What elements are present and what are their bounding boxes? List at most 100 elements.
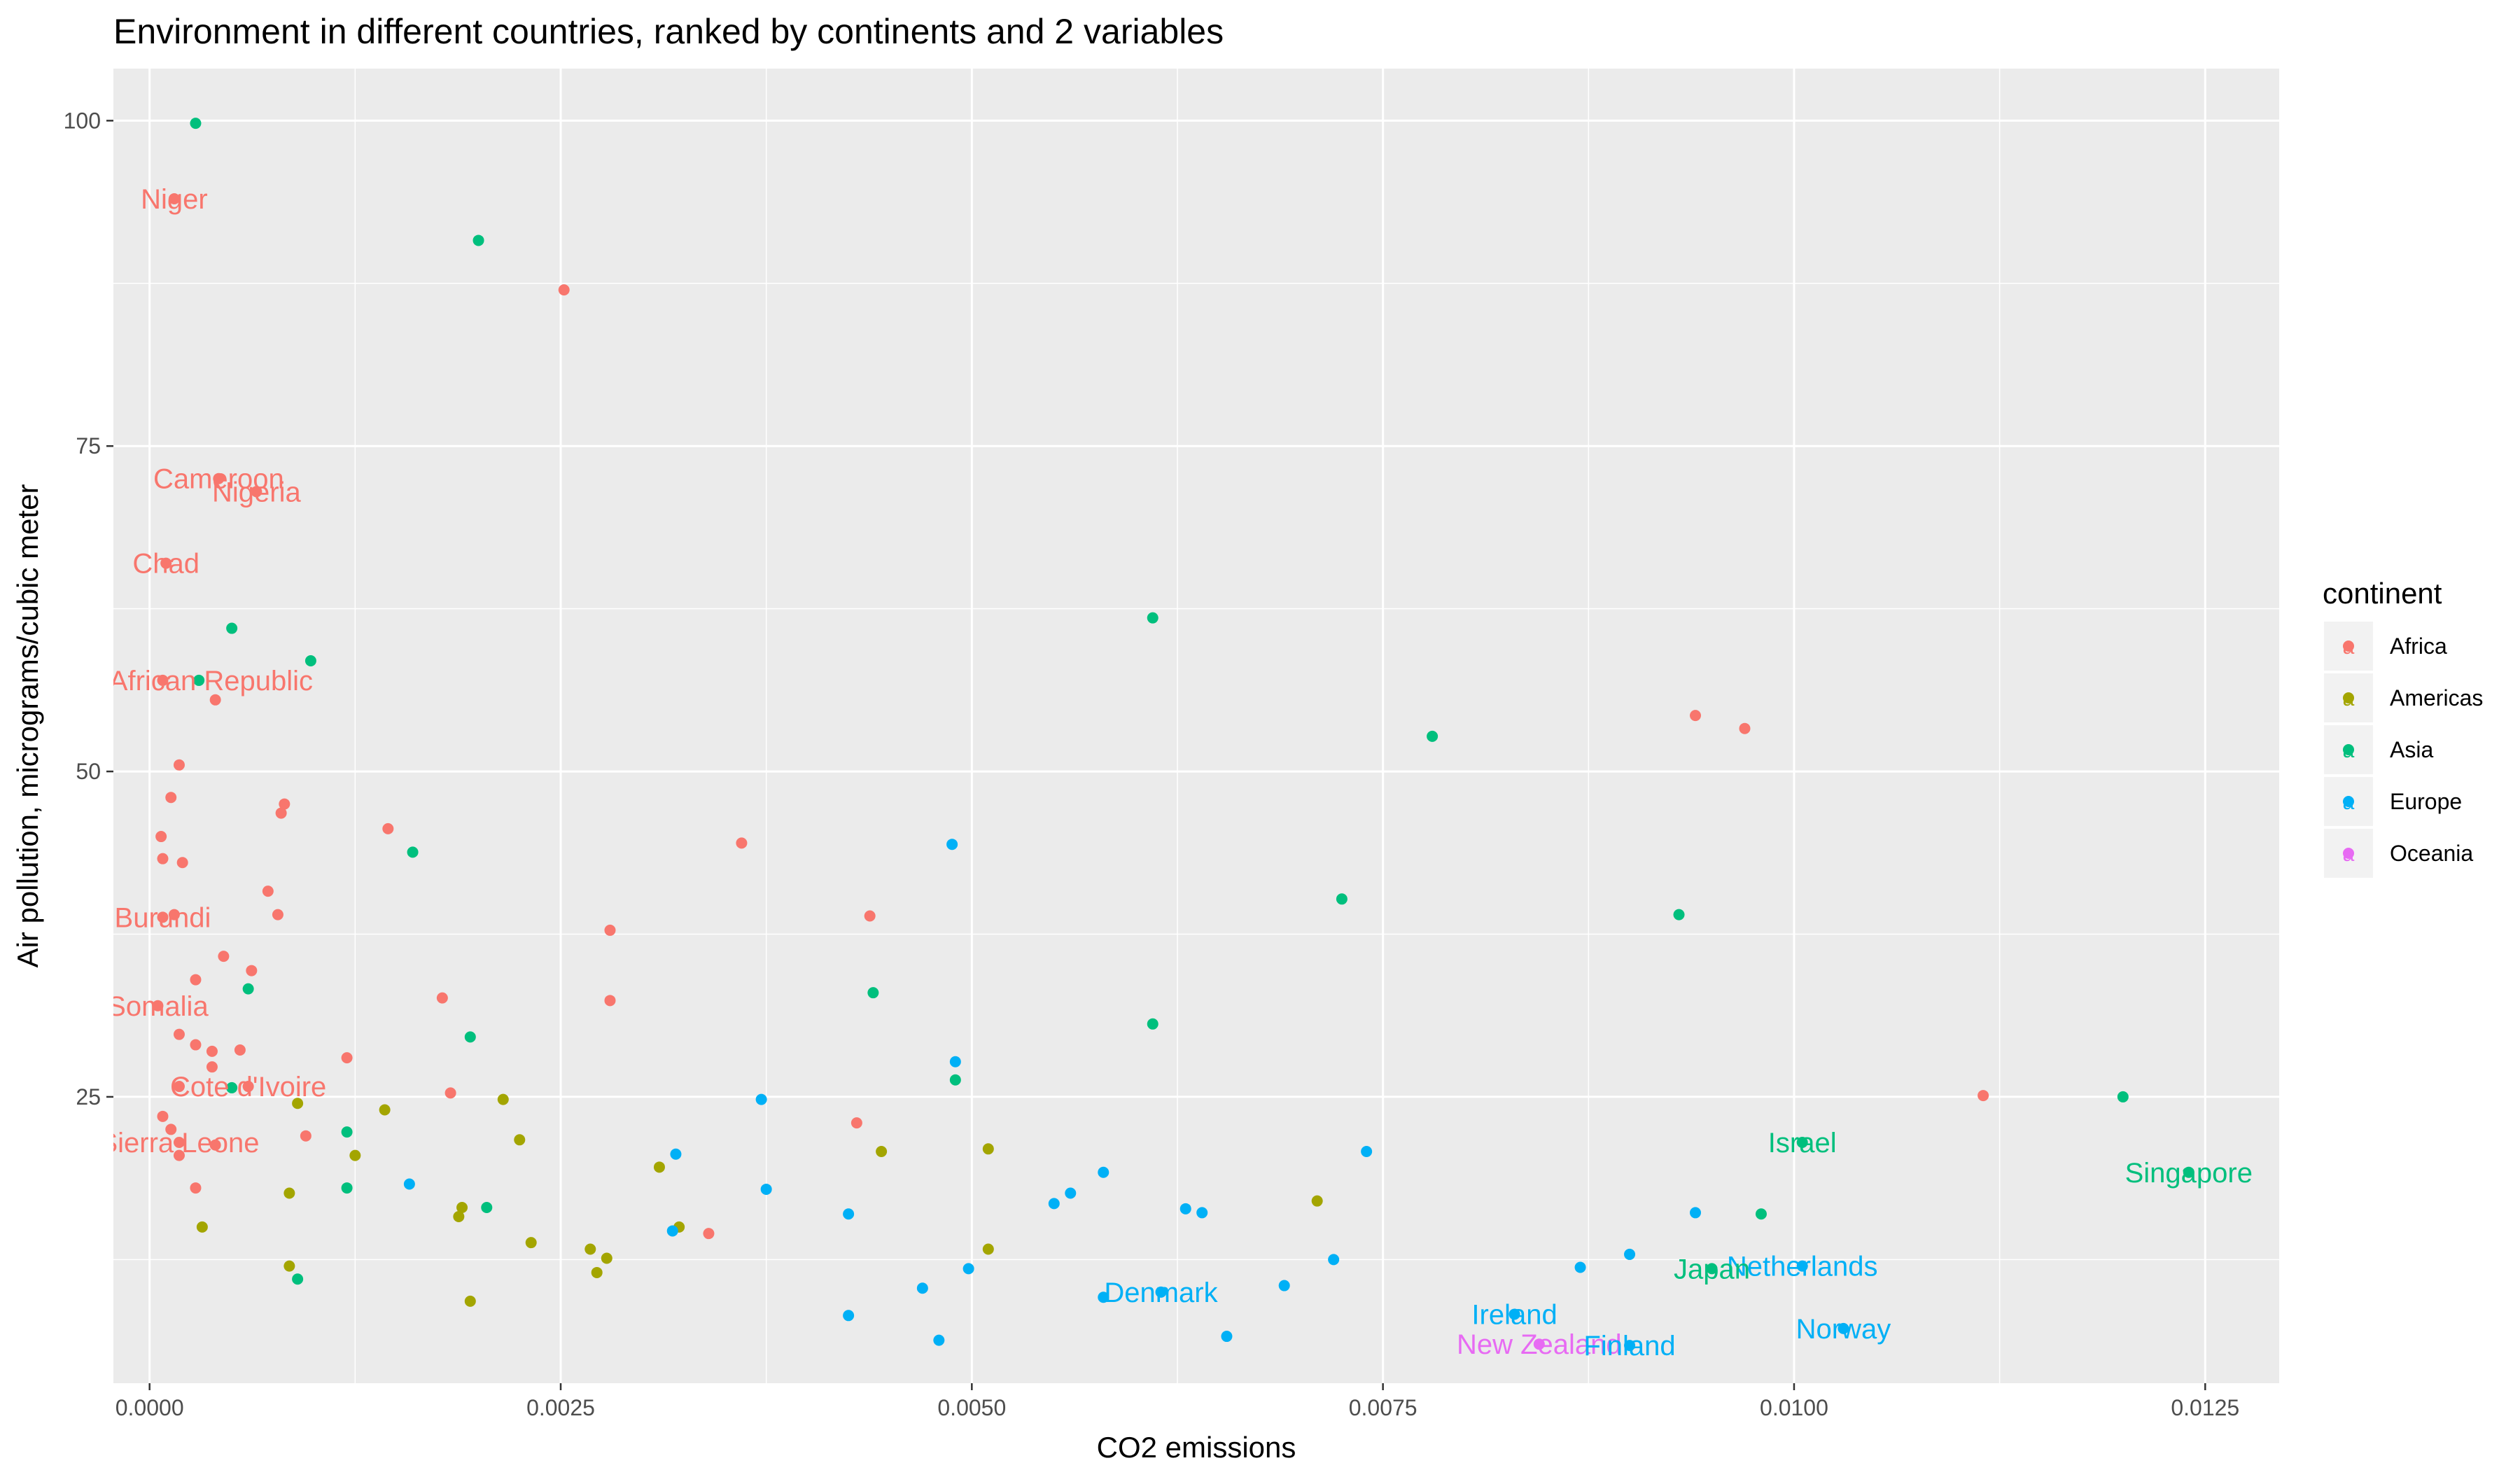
y-tick-label: 100 [64,108,101,133]
data-point-asia [1147,612,1158,624]
legend-key-letter: a [2343,687,2355,710]
legend-key-letter: a [2343,843,2355,866]
legend-title: continent [2323,577,2442,610]
point-label: Cameroon [153,464,284,495]
data-point-europe [1328,1254,1340,1266]
data-point-africa [262,886,274,897]
data-point-africa [155,831,167,843]
data-point-europe [1221,1331,1233,1343]
data-point-africa [168,909,180,920]
data-point-africa [234,1044,246,1056]
data-point-africa [213,472,225,484]
legend-label: Americas [2390,685,2483,710]
data-point-africa [176,857,188,869]
data-point-asia [949,1074,961,1086]
data-point-africa [736,837,748,849]
data-point-americas [453,1210,465,1222]
data-point-africa [604,995,616,1007]
data-point-asia [481,1201,493,1213]
data-point-africa [152,1000,164,1011]
data-point-africa [173,1081,185,1093]
data-point-europe [916,1282,928,1294]
data-point-europe [1155,1286,1167,1298]
data-point-africa [850,1117,862,1129]
data-point-africa [206,1061,218,1073]
data-point-americas [584,1243,596,1255]
data-point-americas [1311,1195,1323,1207]
data-points [152,118,2194,1352]
data-point-americas [196,1221,208,1233]
legend-key-letter: a [2343,636,2355,659]
legend-key-point [2343,640,2354,652]
data-point-asia [472,234,484,246]
data-point-europe [1624,1248,1636,1260]
data-point-africa [173,1149,185,1161]
data-point-europe [1574,1261,1586,1273]
point-label: Netherlands [1727,1252,1878,1282]
point-label: Denmark [1104,1278,1218,1308]
data-point-asia [341,1126,353,1138]
data-point-asia [341,1182,353,1194]
data-point-europe [1837,1322,1849,1334]
data-point-africa [1739,722,1751,734]
data-point-africa [218,951,230,962]
data-point-europe [946,839,958,850]
x-tick-label: 0.0100 [1760,1395,1828,1420]
x-tick-label: 0.0075 [1349,1395,1418,1420]
point-label: Central African Republic [13,666,313,696]
legend-key-letter: a [2343,739,2355,762]
x-axis-title: CO2 emissions [1097,1431,1296,1464]
data-point-americas [601,1252,612,1264]
legend: continent a Africa a Americas a Asia a Europe a O… [2323,577,2483,878]
data-point-africa [341,1052,353,1064]
data-point-africa [209,1139,221,1151]
data-point-asia [464,1031,476,1043]
data-point-africa [157,911,169,923]
data-point-europe [1624,1340,1636,1352]
data-point-europe [1278,1280,1290,1292]
data-point-europe [962,1263,974,1275]
data-point-africa [242,1081,254,1093]
data-point-americas [591,1266,603,1278]
data-point-africa [165,1124,177,1135]
data-point-europe [933,1334,945,1346]
data-point-africa [703,1228,715,1240]
data-point-americas [982,1143,994,1155]
data-point-americas [876,1146,888,1158]
data-point-asia [226,622,238,634]
point-label: Israel [1768,1128,1837,1158]
data-point-europe [670,1148,682,1160]
point-label: Japan [1674,1254,1750,1284]
data-point-europe [843,1208,855,1220]
data-point-africa [382,822,394,834]
data-point-africa [436,992,448,1004]
point-label: Norway [1796,1314,1891,1345]
point-label: Nigeria [212,477,301,507]
data-point-africa [157,1110,169,1122]
point-label: Cote d'Ivoire [170,1072,326,1102]
data-point-asia [190,118,202,130]
legend-label: Africa [2390,634,2447,659]
data-point-asia [292,1273,304,1285]
data-point-europe [1048,1198,1060,1210]
data-point-asia [1755,1208,1767,1220]
data-point-africa [558,284,570,296]
data-point-africa [251,486,262,498]
y-axis-title: Air pollution, micrograms/cubic meter [11,484,44,968]
plot-panel [113,69,2279,1383]
data-point-africa [168,192,180,204]
data-point-oceania [1533,1338,1545,1350]
data-point-americas [464,1295,476,1307]
legend-key-point [2343,796,2354,807]
data-point-europe [949,1056,961,1068]
data-point-europe [1180,1203,1191,1214]
data-point-africa [864,910,876,922]
point-label: Singapore [2125,1158,2253,1189]
data-point-africa [604,924,616,936]
data-point-asia [2117,1091,2129,1102]
data-point-europe [666,1225,678,1237]
y-axis-ticks: 25 50 75 100 [64,108,113,1110]
data-point-europe [1508,1308,1520,1320]
data-point-asia [1336,893,1348,905]
